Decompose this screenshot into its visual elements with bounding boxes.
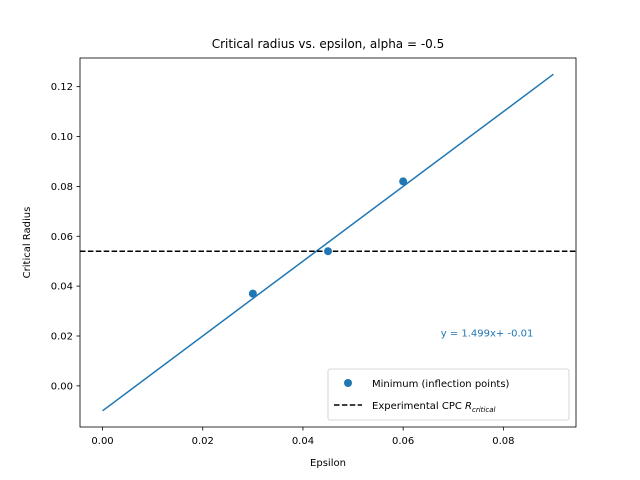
x-tick-label: 0.04: [292, 436, 314, 447]
x-tick-label: 0.08: [492, 436, 514, 447]
y-tick-label: 0.08: [51, 182, 73, 193]
chart-title: Critical radius vs. epsilon, alpha = -0.…: [212, 37, 445, 51]
legend: Minimum (inflection points) Experimental…: [327, 368, 570, 421]
fit-line: [102, 73, 554, 412]
legend-label-minimum: Minimum (inflection points): [372, 379, 510, 390]
legend-marker-minimum: [344, 379, 352, 387]
y-ticks: 0.00 0.02 0.04 0.06 0.08 0.10 0.12: [51, 82, 80, 392]
plot-data: [80, 73, 576, 412]
data-point: [324, 247, 332, 256]
y-tick-label: 0.02: [51, 331, 73, 342]
y-axis-label: Critical Radius: [22, 207, 33, 279]
legend-box: [327, 368, 570, 421]
legend-label-experimental-cpc: Experimental CPC Rcritical: [372, 401, 495, 414]
y-tick-label: 0.10: [51, 132, 73, 143]
x-axis-label: Epsilon: [310, 458, 346, 469]
y-tick-label: 0.04: [51, 282, 73, 293]
y-tick-label: 0.00: [51, 381, 73, 392]
x-ticks: 0.00 0.02 0.04 0.06 0.08: [91, 427, 514, 447]
data-point: [248, 289, 257, 298]
x-tick-label: 0.06: [392, 436, 414, 447]
y-tick-label: 0.06: [51, 232, 73, 243]
fit-annotation: y = 1.499x+ -0.01: [441, 328, 534, 339]
legend-label-experimental-cpc-sub: critical: [472, 406, 495, 414]
legend-label-experimental-cpc-main: Experimental CPC: [372, 401, 465, 412]
y-tick-label: 0.12: [51, 82, 73, 93]
plot-frame: [79, 57, 577, 428]
legend-label-experimental-cpc-math: R: [465, 401, 472, 412]
x-tick-label: 0.02: [192, 436, 214, 447]
axes: 0.00 0.02 0.04 0.06 0.08 0.000.020.040.060.0…: [51, 57, 577, 447]
data-point: [399, 177, 408, 186]
x-tick-label: 0.00: [91, 436, 113, 447]
